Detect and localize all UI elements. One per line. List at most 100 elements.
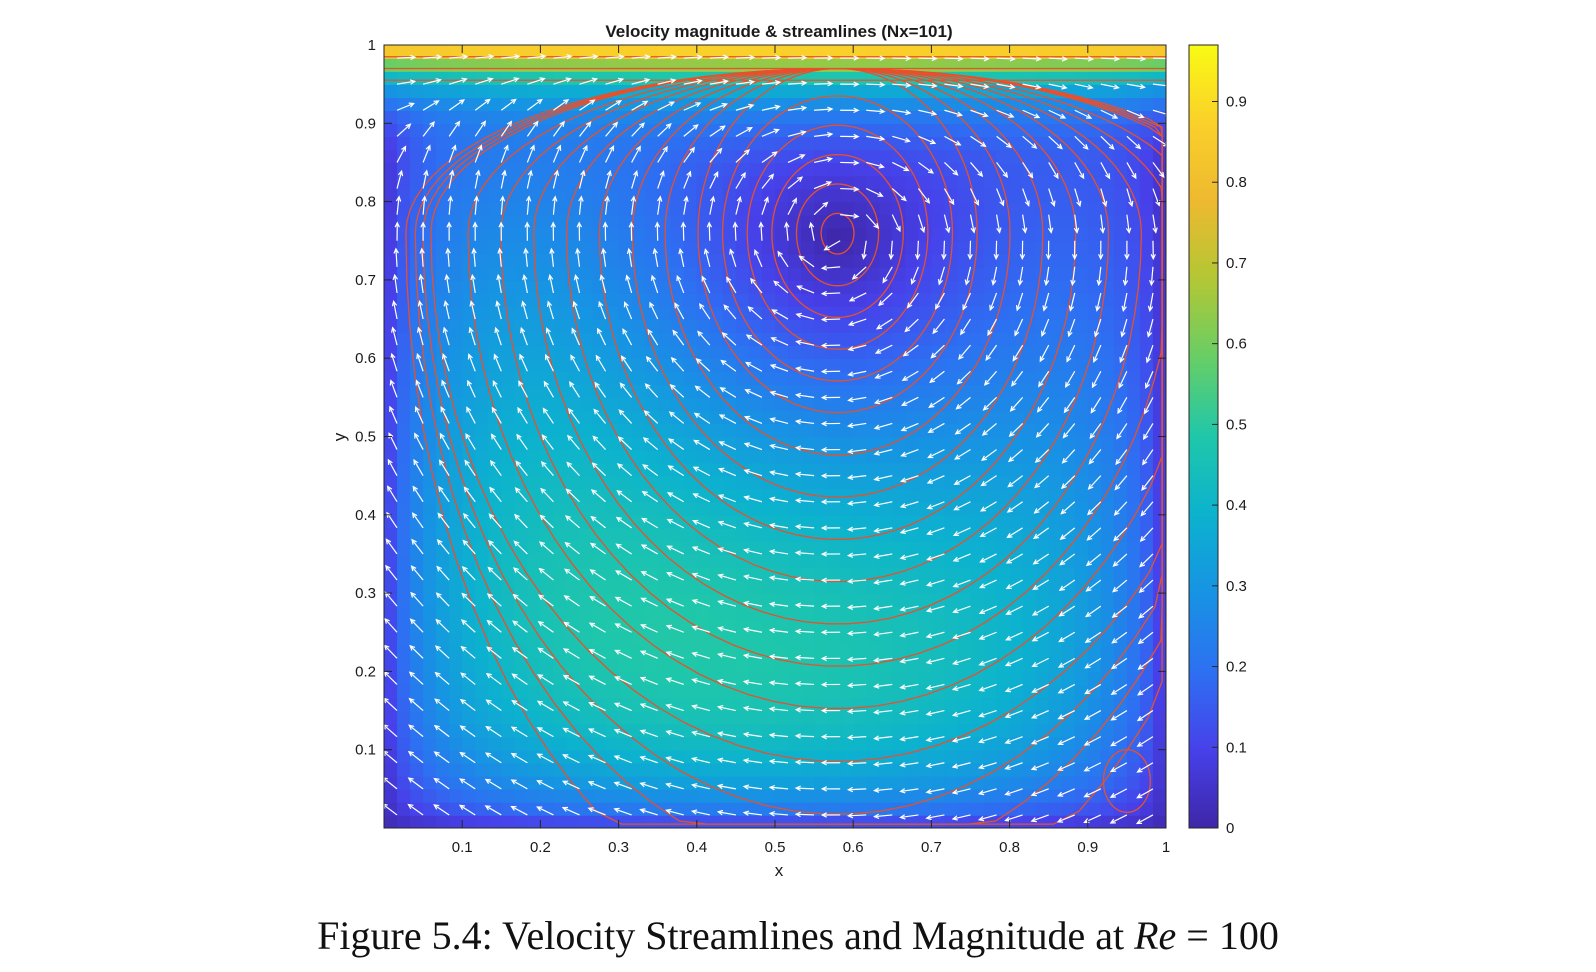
heat-cell: [501, 488, 516, 503]
heat-cell: [462, 71, 477, 85]
heat-cell: [657, 162, 672, 177]
heat-cell: [1100, 201, 1115, 216]
heat-cell: [436, 149, 450, 164]
heat-cell: [683, 253, 698, 268]
heat-cell: [670, 345, 685, 359]
heat-cell: [540, 279, 555, 294]
heat-cell: [892, 632, 907, 647]
heat-cell: [514, 397, 529, 412]
heat-cell: [605, 358, 620, 373]
heat-cell: [1048, 514, 1063, 529]
heat-cell: [683, 423, 698, 438]
heat-cell: [501, 332, 516, 346]
heat-cell: [761, 423, 776, 438]
heat-cell: [553, 645, 568, 660]
heat-cell: [722, 58, 737, 72]
heat-cell: [410, 736, 424, 751]
heat-cell: [579, 175, 594, 190]
heat-cell: [579, 814, 594, 828]
heat-cell: [748, 436, 763, 451]
heat-cell: [475, 514, 490, 529]
heat-cell: [1139, 814, 1154, 828]
heat-cell: [566, 384, 581, 399]
heat-cell: [892, 240, 907, 255]
heat-cell: [540, 162, 555, 177]
heat-cell: [918, 345, 933, 359]
heat-cell: [488, 371, 503, 386]
heat-cell: [957, 227, 972, 242]
heat-cell: [1048, 397, 1063, 412]
heat-cell: [827, 449, 841, 464]
heat-cell: [501, 814, 516, 828]
heat-cell: [1074, 292, 1089, 307]
heat-cell: [514, 136, 529, 151]
heat-cell: [501, 84, 516, 98]
heat-cell: [1022, 279, 1037, 294]
caption-math-var: Re: [1134, 913, 1177, 958]
heat-cell: [709, 397, 724, 412]
heat-cell: [905, 149, 920, 164]
heat-cell: [566, 136, 581, 151]
heat-cell: [436, 58, 450, 72]
heat-cell: [475, 462, 490, 477]
heat-cell: [384, 123, 398, 138]
heat-cell: [761, 658, 776, 673]
heat-cell: [748, 501, 763, 516]
heat-cell: [996, 240, 1011, 255]
heat-cell: [1022, 358, 1037, 373]
heat-cell: [983, 697, 998, 712]
heat-cell: [605, 710, 620, 725]
heat-cell: [436, 110, 450, 125]
heat-cell: [579, 645, 594, 660]
heat-cell: [1048, 149, 1063, 164]
heat-cell: [488, 201, 503, 216]
heat-cell: [879, 775, 894, 790]
heat-cell: [384, 279, 398, 294]
heat-cell: [605, 527, 620, 542]
heat-cell: [748, 384, 763, 399]
heat-cell: [1074, 488, 1089, 503]
heat-cell: [397, 97, 411, 112]
heat-cell: [579, 710, 594, 725]
heat-cell: [957, 436, 972, 451]
heat-cell: [592, 332, 607, 346]
heat-cell: [670, 423, 685, 438]
heat-cell: [397, 149, 411, 164]
heat-cell: [827, 110, 841, 125]
heat-cell: [1035, 462, 1050, 477]
heat-cell: [735, 488, 750, 503]
heat-cell: [1113, 580, 1128, 594]
heat-cell: [931, 214, 946, 229]
heat-cell: [670, 697, 685, 712]
heat-cell: [631, 279, 646, 294]
heat-cell: [566, 553, 581, 568]
heat-cell: [1152, 292, 1166, 307]
heat-cell: [918, 397, 933, 412]
heat-cell: [879, 788, 894, 803]
heat-cell: [983, 801, 998, 816]
heat-cell: [1022, 567, 1037, 581]
heat-cell: [527, 606, 542, 620]
heat-cell: [397, 449, 411, 464]
heat-cell: [722, 710, 737, 725]
heat-cell: [957, 397, 972, 412]
heat-cell: [853, 645, 868, 660]
heat-cell: [996, 475, 1011, 490]
heat-cell: [592, 175, 607, 190]
heat-cell: [436, 279, 450, 294]
heat-cell: [514, 501, 529, 516]
heat-cell: [827, 266, 841, 281]
heat-cell: [423, 749, 437, 764]
heat-cell: [657, 253, 672, 268]
heat-cell: [1113, 788, 1128, 803]
heat-cell: [514, 580, 529, 594]
heat-cell: [696, 149, 711, 164]
heat-cell: [1074, 423, 1089, 438]
heat-cell: [527, 332, 542, 346]
heat-cell: [449, 371, 463, 386]
heat-cell: [527, 162, 542, 177]
heat-cell: [944, 606, 959, 620]
heat-cell: [1061, 671, 1076, 686]
heat-cell: [397, 593, 411, 607]
heat-cell: [748, 110, 763, 125]
